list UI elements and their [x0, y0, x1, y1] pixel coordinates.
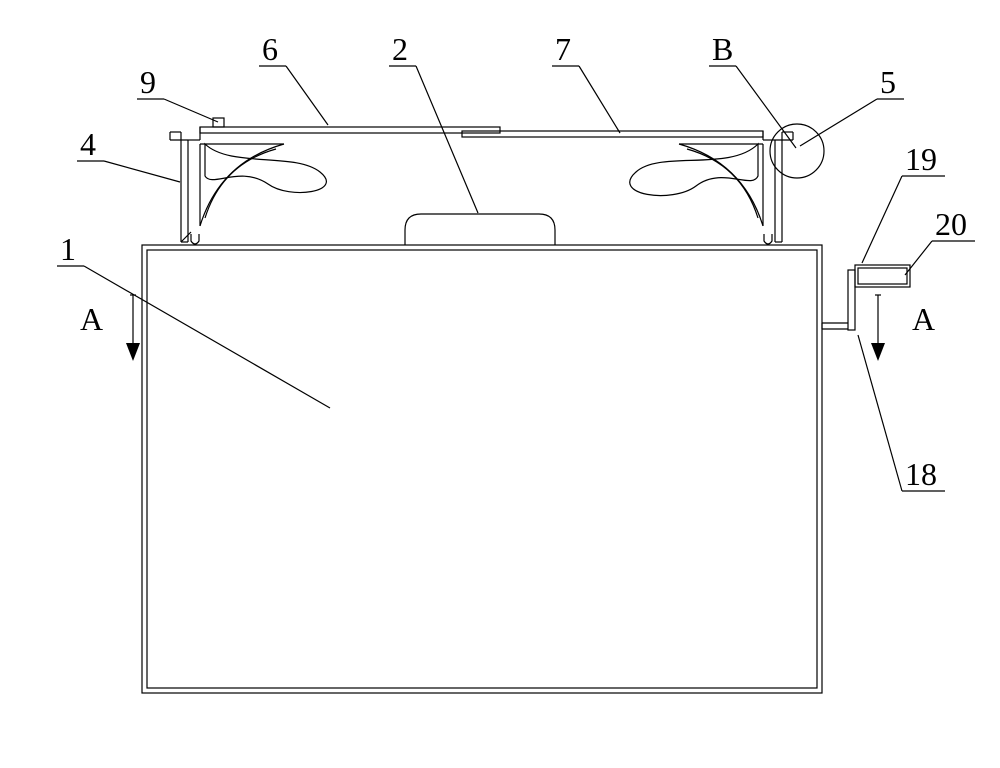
callout-label-lB: B: [712, 31, 733, 67]
figure-group: 1 2 4 5 6 7 9 18 19 20 B A A: [57, 31, 975, 693]
callout-label-l5: 5: [880, 64, 896, 100]
callout-label-l6: 6: [262, 31, 278, 67]
callout-label-l7: 7: [555, 31, 571, 67]
callout-label-l4: 4: [80, 126, 96, 162]
engineering-drawing: 1 2 4 5 6 7 9 18 19 20 B A A: [0, 0, 1000, 768]
callout-label-l18: 18: [905, 456, 937, 492]
callout-label-lA_left: A: [80, 301, 103, 337]
callout-label-l2: 2: [392, 31, 408, 67]
callout-label-l1: 1: [60, 231, 76, 267]
callout-label-lA_right: A: [912, 301, 935, 337]
callout-label-l19: 19: [905, 141, 937, 177]
callout-label-l20: 20: [935, 206, 967, 242]
callout-label-l9: 9: [140, 64, 156, 100]
